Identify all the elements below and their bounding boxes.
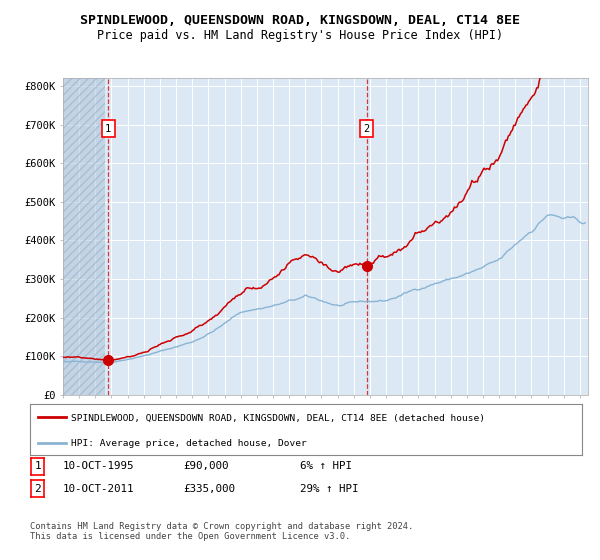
- Text: 10-OCT-2011: 10-OCT-2011: [63, 484, 134, 494]
- Text: £335,000: £335,000: [183, 484, 235, 494]
- Text: 1: 1: [105, 124, 111, 134]
- Text: 29% ↑ HPI: 29% ↑ HPI: [300, 484, 359, 494]
- Text: Price paid vs. HM Land Registry's House Price Index (HPI): Price paid vs. HM Land Registry's House …: [97, 29, 503, 42]
- Bar: [63, 78, 105, 395]
- Text: 6% ↑ HPI: 6% ↑ HPI: [300, 461, 352, 472]
- Text: 2: 2: [34, 484, 41, 494]
- Text: £90,000: £90,000: [183, 461, 229, 472]
- Text: 10-OCT-1995: 10-OCT-1995: [63, 461, 134, 472]
- Text: 2: 2: [364, 124, 370, 134]
- Text: HPI: Average price, detached house, Dover: HPI: Average price, detached house, Dove…: [71, 439, 307, 448]
- Text: Contains HM Land Registry data © Crown copyright and database right 2024.
This d: Contains HM Land Registry data © Crown c…: [30, 522, 413, 542]
- Text: SPINDLEWOOD, QUEENSDOWN ROAD, KINGSDOWN, DEAL, CT14 8EE: SPINDLEWOOD, QUEENSDOWN ROAD, KINGSDOWN,…: [80, 14, 520, 27]
- Text: SPINDLEWOOD, QUEENSDOWN ROAD, KINGSDOWN, DEAL, CT14 8EE (detached house): SPINDLEWOOD, QUEENSDOWN ROAD, KINGSDOWN,…: [71, 414, 485, 423]
- Text: 1: 1: [34, 461, 41, 472]
